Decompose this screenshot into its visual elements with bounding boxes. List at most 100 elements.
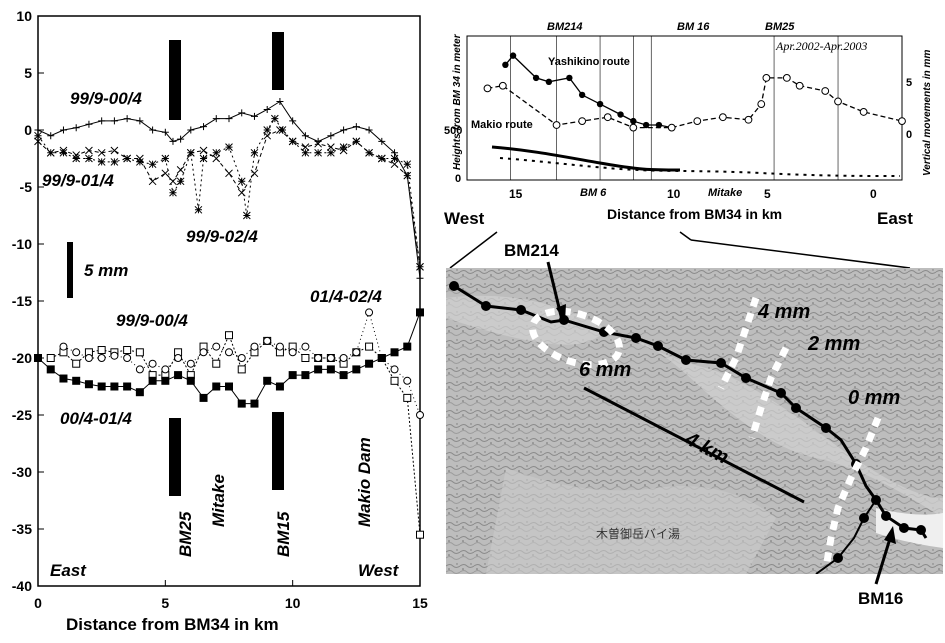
star-marker (186, 148, 195, 157)
open-circle-marker (821, 87, 830, 95)
cross-marker (34, 137, 42, 146)
right-series-1 (483, 73, 906, 132)
star-marker (416, 262, 424, 271)
cross-marker (148, 177, 157, 186)
open-circle-marker (339, 354, 348, 362)
map-canvas: 6 mm 4 mm 2 mm 0 mm 4 km 木曽御岳バイ湯 (446, 268, 943, 574)
open-circle-marker (898, 117, 906, 125)
open-circle-marker (578, 117, 587, 125)
star-marker (288, 137, 297, 146)
series-label-f: 00/4-01/4 (60, 409, 132, 428)
star-marker (242, 211, 251, 220)
right-series (483, 52, 906, 132)
benchmark-point-5 (631, 333, 641, 343)
filled-square-marker (326, 365, 335, 374)
map-place-text: 木曽御岳バイ湯 (596, 526, 680, 541)
filled-square-marker (416, 308, 424, 317)
plus-marker (187, 126, 195, 134)
open-circle-marker (718, 113, 727, 122)
filled-square-marker (275, 382, 284, 391)
open-circle-marker (275, 342, 284, 351)
open-square-marker (301, 354, 310, 362)
star-marker (377, 154, 386, 163)
filled-circle-marker (617, 111, 624, 118)
left-y-tick-label: -40 (12, 578, 32, 594)
height-profile-solid (491, 145, 681, 172)
filled-square-marker (377, 354, 386, 362)
left-x-tick-label: 0 (34, 595, 42, 611)
left-y-tick-0: 0 (455, 173, 461, 185)
filled-circle-marker (630, 117, 637, 125)
cross-marker (301, 143, 310, 151)
filled-square-marker (237, 399, 246, 408)
open-circle-marker (199, 348, 208, 357)
benchmark-point-9 (741, 373, 751, 383)
left-series-5 (34, 308, 424, 408)
filled-square-marker (403, 342, 412, 351)
right-x-tick-0: 0 (870, 187, 877, 201)
cross-marker (225, 169, 233, 178)
benchmark-point-12 (821, 423, 831, 433)
cross-marker (110, 146, 119, 155)
benchmark-point-8 (716, 358, 726, 368)
star-marker (278, 126, 287, 134)
star-marker (72, 154, 81, 163)
open-circle-marker (552, 121, 561, 129)
star-marker (34, 131, 42, 140)
open-circle-marker (859, 108, 868, 116)
open-circle-marker (123, 354, 132, 362)
open-circle-marker (603, 113, 612, 122)
plus-marker (276, 98, 284, 105)
open-circle-marker (237, 354, 246, 362)
star-marker (123, 154, 131, 163)
benchmark-point-16 (899, 523, 909, 533)
corner-west: West (358, 561, 400, 580)
filled-square-marker (186, 376, 195, 385)
filled-circle-marker (596, 100, 604, 108)
right-y-tick-5: 5 (906, 77, 912, 89)
plus-marker (161, 128, 169, 136)
left-x-tick-label: 10 (285, 595, 301, 611)
benchmark-point-19 (833, 553, 843, 563)
open-square-marker (416, 530, 424, 539)
star-marker (270, 114, 279, 123)
cross-marker (263, 131, 272, 140)
connector-left (449, 231, 498, 269)
open-circle-marker (390, 365, 399, 374)
open-circle-marker (782, 73, 791, 82)
plus-marker (169, 137, 177, 145)
scale-line-4km (583, 386, 805, 504)
valley-shade (446, 295, 943, 518)
plus-marker (327, 132, 335, 140)
plus-marker (110, 117, 118, 125)
right-y-tick-0: 0 (906, 129, 912, 141)
contour-4mm (717, 296, 760, 390)
series-label-e: 01/4-02/4 (310, 287, 382, 306)
branch-route (815, 499, 877, 574)
open-circle-marker (250, 342, 259, 351)
left-y-tick-label: -25 (12, 407, 32, 423)
plus-marker (416, 274, 424, 282)
filled-square-marker (352, 365, 361, 374)
star-marker (46, 148, 55, 157)
marker-mitake: Mitake (209, 474, 228, 527)
marker-makio-dam: Makio Dam (355, 437, 374, 527)
benchmark-point-11 (791, 403, 801, 413)
benchmark-point-14 (871, 495, 881, 505)
plus-marker (177, 135, 185, 143)
open-square-marker (365, 342, 374, 351)
left-x-ticks: 0 5 10 15 (34, 580, 428, 611)
plus-marker (301, 132, 309, 140)
filled-square-marker (263, 376, 272, 385)
top-label-bm214: BM214 (547, 21, 582, 33)
open-circle-marker (84, 354, 93, 362)
filled-square-marker (225, 382, 233, 391)
filled-square-marker (46, 365, 55, 374)
marker-bm15: BM15 (274, 511, 293, 557)
left-y-ticks: 10 5 0 -5 -10 -15 -20 -25 -30 -35 -40 (12, 8, 44, 594)
contour-2mm (748, 346, 790, 440)
open-circle-marker (352, 348, 361, 357)
corner-east: East (50, 561, 87, 580)
filled-circle-marker (578, 91, 586, 99)
